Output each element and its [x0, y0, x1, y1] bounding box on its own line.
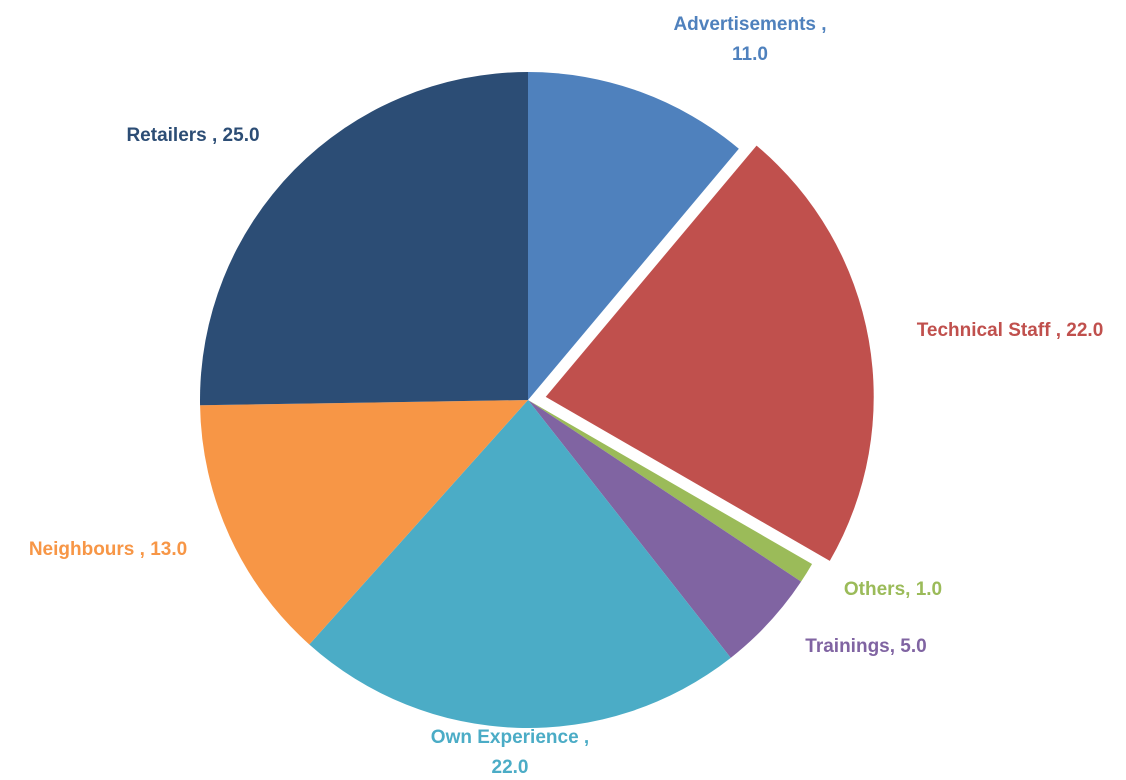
pie-slice-neighbours: [200, 400, 528, 645]
data-label-line: Retailers , 25.0: [126, 125, 259, 146]
data-label-line: Advertisements ,: [673, 14, 826, 35]
data-label-line: 22.0: [492, 757, 529, 778]
data-label-advertisements: Advertisements , 11.0: [673, 14, 826, 65]
pie-slice-others: [528, 400, 813, 582]
data-label-line: 11.0: [732, 44, 768, 65]
data-label-line: Trainings, 5.0: [805, 636, 926, 657]
data-label-line: Own Experience ,: [431, 727, 589, 748]
data-label-line: Technical Staff , 22.0: [917, 320, 1104, 341]
pie-slice-retailers: [200, 72, 528, 406]
data-label-others: Others, 1.0: [844, 579, 942, 600]
data-label-technical-staff: Technical Staff , 22.0: [917, 320, 1104, 341]
pie-slice-own-experience: [309, 400, 731, 728]
data-label-line: Neighbours , 13.0: [29, 539, 187, 560]
pie-slices: [200, 72, 874, 728]
pie-slice-technical-staff: [545, 145, 874, 561]
data-label-retailers: Retailers , 25.0: [126, 125, 259, 146]
data-label-trainings: Trainings, 5.0: [805, 636, 926, 657]
pie-labels: Advertisements , 11.0 Technical Staff , 22…: [29, 14, 1103, 778]
data-label-neighbours: Neighbours , 13.0: [29, 539, 187, 560]
pie-slice-trainings: [528, 400, 802, 658]
pie-slice-advertisements: [528, 72, 739, 400]
data-label-own-experience: Own Experience , 22.0: [431, 727, 589, 778]
data-label-line: Others, 1.0: [844, 579, 942, 600]
